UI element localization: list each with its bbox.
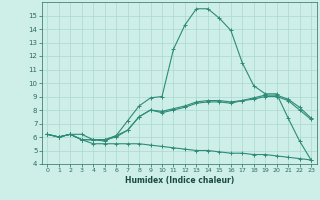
X-axis label: Humidex (Indice chaleur): Humidex (Indice chaleur) <box>124 176 234 185</box>
